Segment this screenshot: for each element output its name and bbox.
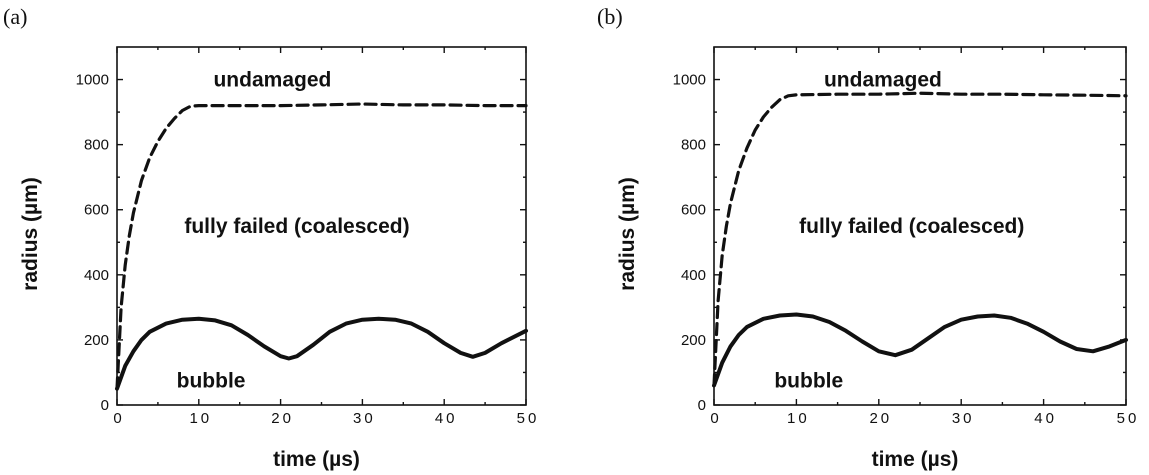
x-tick-label: 10 (189, 410, 212, 427)
series-line-undamaged (712, 91, 1128, 388)
y-tick-label: 0 (698, 397, 706, 414)
chart-panel-a: (a) 0 200 400 600 800 1000 0 10 20 30 40 50 time (µs)… (3, 4, 540, 471)
annotation-label: fully failed (coalesced) (184, 215, 409, 238)
x-tick-label: 30 (353, 410, 376, 427)
x-tick-label: 0 (113, 410, 124, 427)
x-tick-label: 50 (517, 410, 540, 427)
y-tick-label: 1000 (673, 72, 706, 89)
x-tick-label: 0 (710, 410, 721, 427)
annotation-label: undamaged (824, 69, 942, 92)
x-tick-label: 20 (271, 410, 294, 427)
x-axis-label: time (µs) (872, 448, 959, 471)
y-tick-label: 600 (84, 202, 109, 219)
annotation-label: bubble (774, 370, 843, 393)
series-line-undamaged (115, 102, 528, 391)
panel-label: (b) (597, 4, 623, 29)
annotation-label: fully failed (coalesced) (799, 215, 1024, 238)
y-tick-label: 200 (84, 332, 109, 349)
y-tick-label: 600 (681, 202, 706, 219)
x-tick-label: 30 (952, 410, 975, 427)
y-axis-label: radius (µm) (19, 177, 42, 291)
y-tick-label: 200 (681, 332, 706, 349)
x-tick-label: 40 (435, 410, 458, 427)
series-line-bubble (712, 312, 1128, 388)
y-tick-label: 400 (681, 267, 706, 284)
x-tick-label: 20 (869, 410, 892, 427)
panel-label: (a) (3, 4, 27, 29)
x-tick-label: 40 (1034, 410, 1057, 427)
annotation-label: bubble (177, 370, 246, 393)
y-tick-label: 400 (84, 267, 109, 284)
chart-panel-b: (b) 0 200 400 600 800 1000 0 10 20 30 40 50 time (µs)… (597, 4, 1140, 471)
y-tick-label: 800 (84, 137, 109, 154)
series-line-bubble (115, 316, 528, 391)
y-tick-label: 1000 (76, 72, 109, 89)
y-axis-label: radius (µm) (616, 177, 639, 291)
y-tick-label: 800 (681, 137, 706, 154)
x-tick-label: 10 (787, 410, 810, 427)
x-tick-label: 50 (1117, 410, 1140, 427)
x-axis-label: time (µs) (273, 448, 360, 471)
annotation-label: undamaged (213, 69, 331, 92)
y-tick-label: 0 (101, 397, 109, 414)
